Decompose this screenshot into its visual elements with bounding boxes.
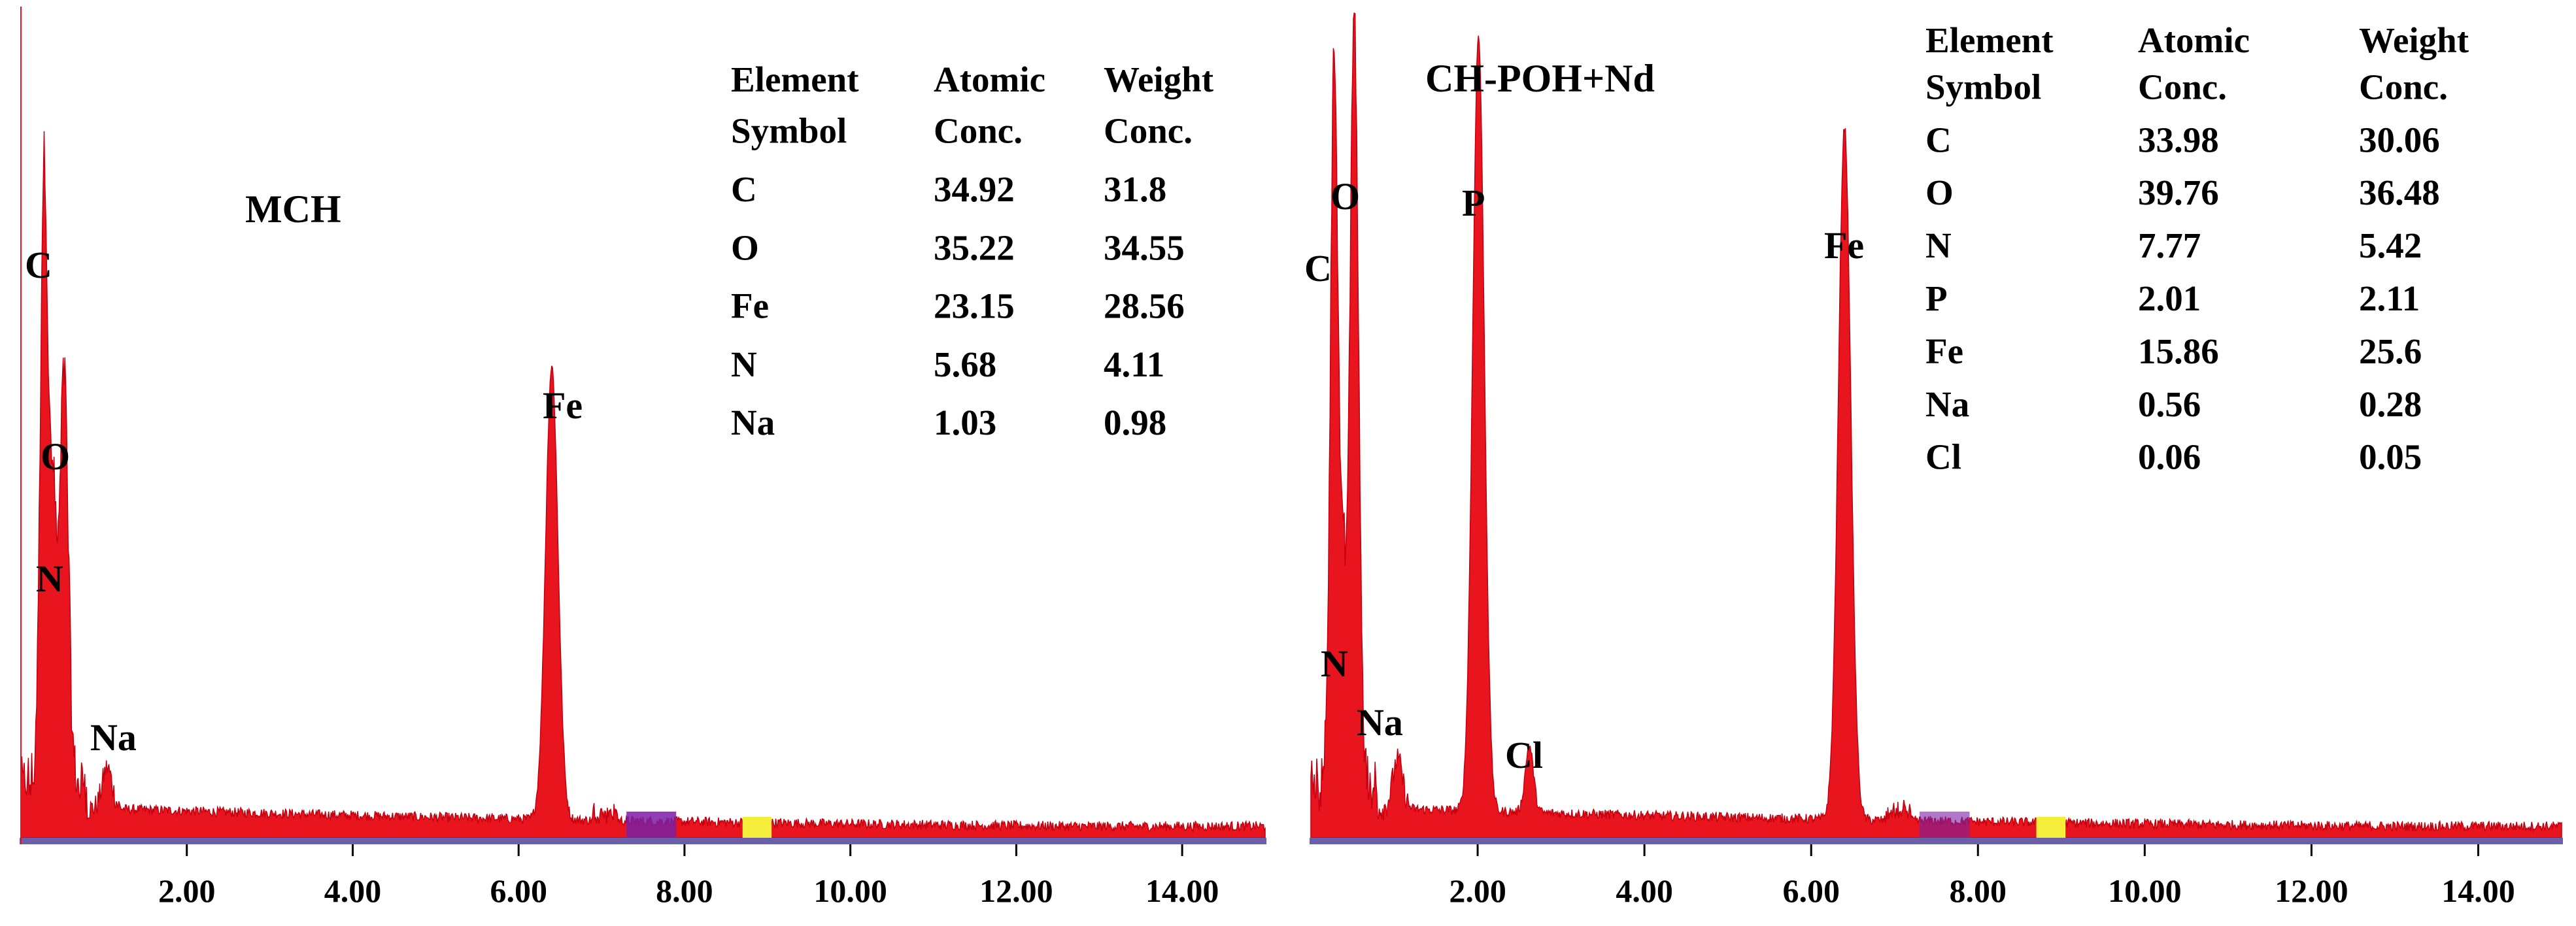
table-cell: 0.06 (2138, 437, 2201, 477)
roi-marker (2036, 817, 2066, 838)
peak-label-p: P (1462, 182, 1485, 224)
table-header: Weight (1104, 59, 1214, 99)
table-cell: 34.92 (934, 169, 1015, 209)
roi-marker (626, 812, 677, 838)
x-tick-label: 6.00 (490, 872, 547, 909)
table-cell: Cl (1925, 437, 1961, 477)
table-header: Atomic (2138, 20, 2250, 60)
table-cell: 2.11 (2359, 278, 2420, 318)
x-tick-label: 8.00 (656, 872, 713, 909)
peak-label-fe: Fe (1824, 224, 1864, 267)
table-cell: 34.55 (1104, 227, 1185, 267)
table-cell: 25.6 (2359, 331, 2422, 371)
x-tick-label: 2.00 (158, 872, 216, 909)
table-cell: 5.42 (2359, 225, 2422, 265)
x-tick-label: 8.00 (1950, 872, 2007, 909)
table-cell: 39.76 (2138, 173, 2219, 212)
peak-label-na: Na (90, 716, 137, 759)
table-header: Element (1925, 20, 2054, 60)
table-cell: 0.05 (2359, 437, 2422, 477)
x-tick-label: 12.00 (2275, 872, 2348, 909)
x-tick-label: 6.00 (1782, 872, 1840, 909)
table-header: Symbol (1925, 67, 2041, 107)
x-tick-label: 10.00 (2108, 872, 2182, 909)
table-header: Element (731, 59, 859, 99)
table-header: Atomic (934, 59, 1045, 99)
table-cell: Fe (731, 286, 769, 326)
x-tick-label: 4.00 (324, 872, 382, 909)
x-tick-label: 14.00 (1145, 872, 1219, 909)
peak-label-n: N (36, 557, 63, 600)
table-cell: C (1925, 120, 1952, 159)
table-cell: 15.86 (2138, 331, 2219, 371)
peak-label-c: C (1304, 247, 1332, 289)
table-cell: 0.56 (2138, 384, 2201, 424)
x-tick-label: 2.00 (1449, 872, 1506, 909)
peak-label-cl: Cl (1505, 734, 1543, 776)
table-cell: Na (731, 403, 775, 442)
spectrum-panel-1: 2.00 4.00 6.00 8.00 10.00 12.00 14.00CONNaFeMC… (20, 59, 1266, 909)
table-cell: Na (1925, 384, 1969, 424)
composition-table: Element Symbol Atomic Conc. Weight Conc. C 33.9… (1925, 20, 2469, 477)
table-cell: 31.8 (1104, 169, 1166, 209)
table-cell: O (731, 227, 759, 267)
composition-table: Element Symbol Atomic Conc. Weight Conc. C 34.9… (731, 59, 1214, 442)
table-cell: O (1925, 173, 1954, 212)
x-tick-label: 12.00 (979, 872, 1053, 909)
table-cell: N (731, 344, 757, 384)
table-header: Conc. (2359, 67, 2448, 107)
table-header: Conc. (934, 111, 1023, 151)
table-cell: 0.98 (1104, 403, 1166, 442)
panel-title: CH-POH+Nd (1425, 57, 1655, 100)
peak-label-fe: Fe (543, 384, 583, 427)
table-cell: Fe (1925, 331, 1963, 371)
table-cell: 23.15 (934, 286, 1015, 326)
peak-label-n: N (1321, 642, 1348, 685)
table-header: Conc. (2138, 67, 2227, 107)
x-axis-line (1310, 838, 2563, 844)
x-axis-line (20, 838, 1266, 844)
x-tick-label: 14.00 (2441, 872, 2515, 909)
roi-marker (1919, 812, 1970, 838)
roi-marker (742, 817, 772, 838)
table-cell: 5.68 (934, 344, 996, 384)
panel-title: MCH (245, 188, 341, 231)
peak-label-o: O (41, 435, 70, 478)
table-cell: 1.03 (934, 403, 996, 442)
table-cell: 2.01 (2138, 278, 2201, 318)
table-cell: N (1925, 225, 1952, 265)
spectrum-panel-2: 2.00 4.00 6.00 8.00 10.00 12.00 14.00CONNaPClF… (1304, 12, 2563, 909)
table-cell: 4.11 (1104, 344, 1164, 384)
peak-label-c: C (25, 244, 52, 286)
table-cell: 36.48 (2359, 173, 2440, 212)
table-cell: 28.56 (1104, 286, 1185, 326)
table-header: Conc. (1104, 111, 1193, 151)
table-cell: 30.06 (2359, 120, 2440, 159)
peak-label-na: Na (1357, 701, 1403, 744)
table-cell: 33.98 (2138, 120, 2219, 159)
table-header: Symbol (731, 111, 847, 151)
x-tick-label: 10.00 (813, 872, 887, 909)
table-header: Weight (2359, 20, 2469, 60)
table-cell: 0.28 (2359, 384, 2422, 424)
table-cell: P (1925, 278, 1948, 318)
peak-label-o: O (1330, 175, 1360, 218)
table-cell: 7.77 (2138, 225, 2201, 265)
x-tick-label: 4.00 (1616, 872, 1673, 909)
table-cell: 35.22 (934, 227, 1015, 267)
table-cell: C (731, 169, 757, 209)
